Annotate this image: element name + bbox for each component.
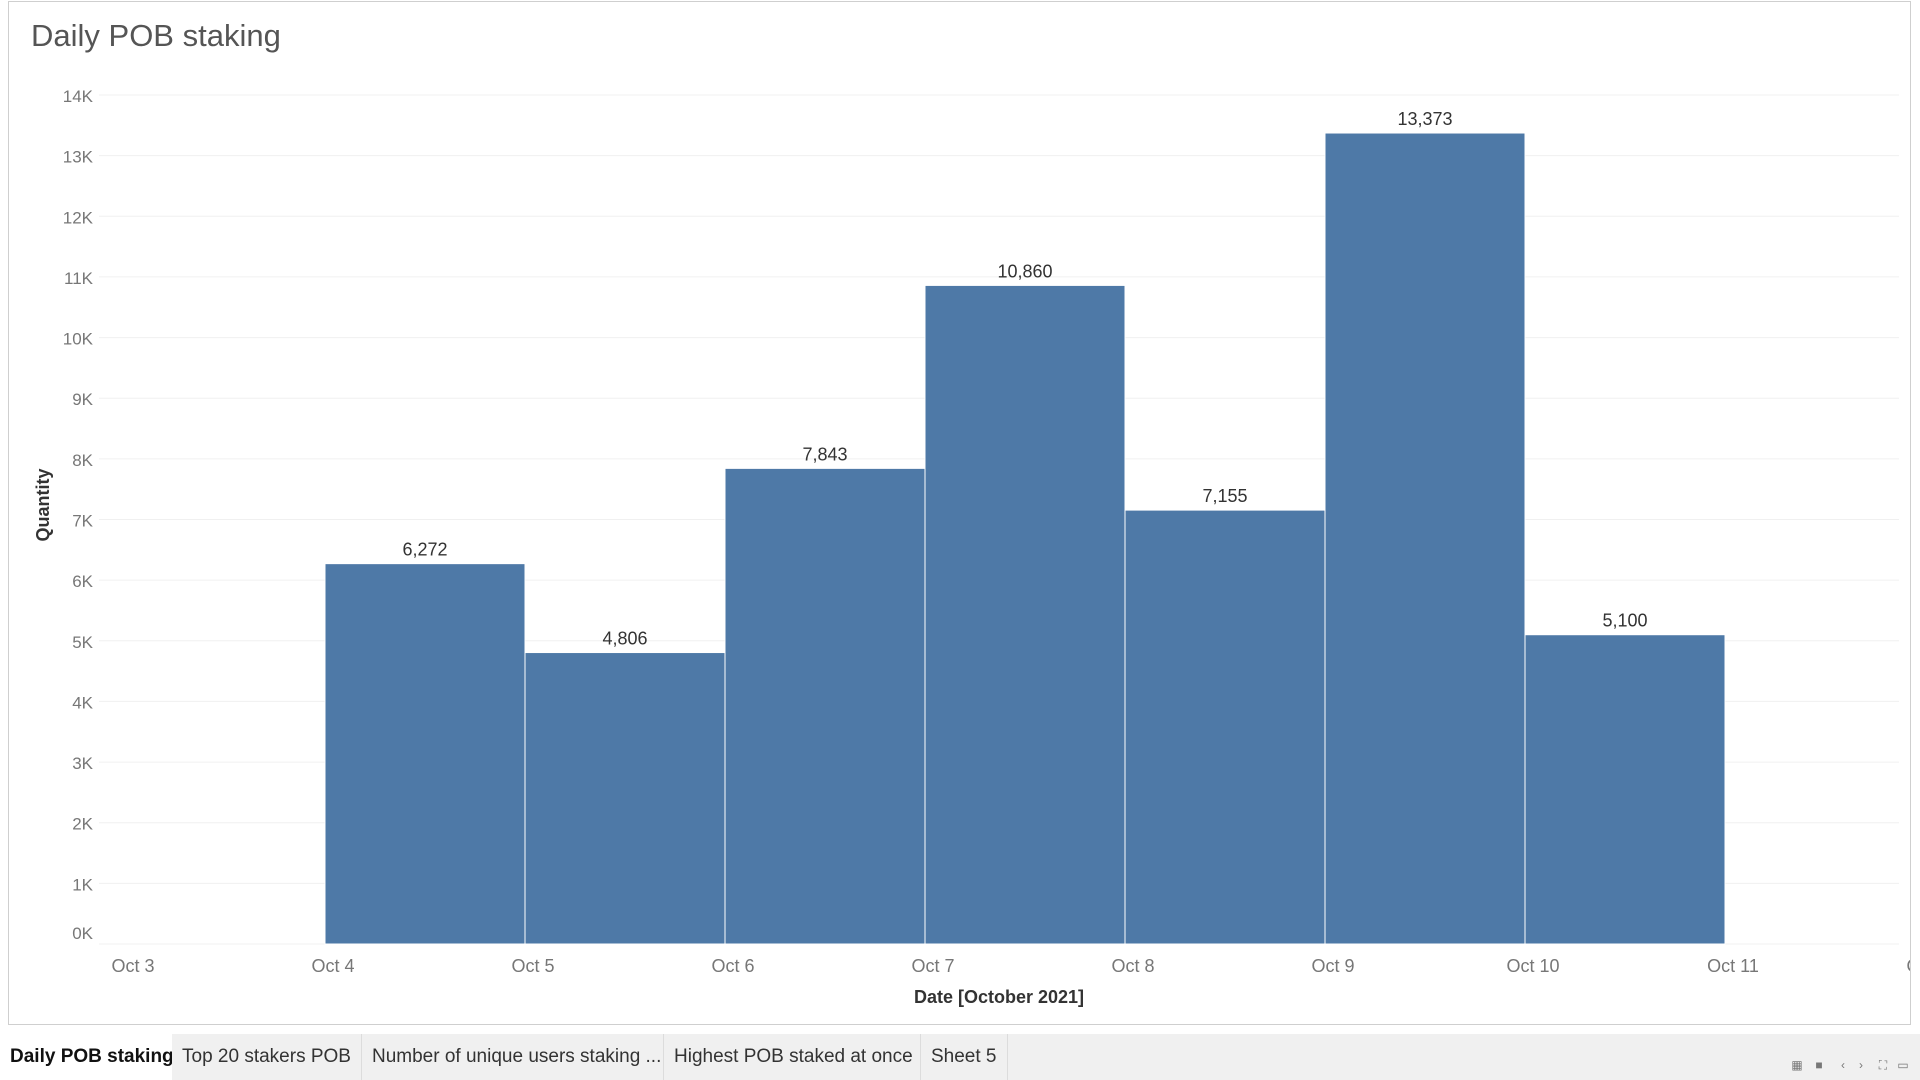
y-tick-label: 5K xyxy=(72,633,93,652)
x-tick-label: Oct 10 xyxy=(1506,956,1559,976)
y-tick-label: 3K xyxy=(72,754,93,773)
sheet-tab-bar xyxy=(0,1034,1920,1080)
sheet-title: Daily POB staking xyxy=(31,18,281,53)
tab-view-controls: ▦ ■ ‹ › ⛶ ▭ xyxy=(1790,1058,1914,1076)
bar xyxy=(1524,634,1726,945)
bar-data-label: 5,100 xyxy=(1602,611,1647,631)
x-tick-label: Oct 7 xyxy=(911,956,954,976)
y-tick-label: 12K xyxy=(63,208,94,227)
bar xyxy=(324,563,526,945)
x-tick-label: Oct 8 xyxy=(1111,956,1154,976)
y-tick-label: 10K xyxy=(63,330,94,349)
bar-data-label: 4,806 xyxy=(602,629,647,649)
bar-chart: 0K 1K 2K 3K 4K 5K 6K 7K 8K 9K 10K 11K 12K 13K 14K 6,272… xyxy=(33,87,1910,1007)
bar-data-label: 13,373 xyxy=(1397,109,1452,129)
y-tick-label: 9K xyxy=(72,390,93,409)
grid-view-icon[interactable]: ▦ xyxy=(1791,1058,1803,1072)
bar xyxy=(524,652,726,945)
y-tick-label: 14K xyxy=(63,87,94,106)
single-view-icon[interactable]: ■ xyxy=(1815,1058,1823,1072)
next-arrow-icon[interactable]: › xyxy=(1859,1058,1863,1072)
bar xyxy=(1124,509,1326,945)
sheet-tab[interactable]: Highest POB staked at once xyxy=(664,1034,921,1080)
y-tick-label: 11K xyxy=(64,269,94,288)
x-tick-label: Oct 12 xyxy=(1906,956,1910,976)
x-tick-label: Oct 6 xyxy=(711,956,754,976)
fullscreen-icon[interactable]: ⛶ xyxy=(1878,1058,1888,1072)
y-tick-label: 4K xyxy=(72,693,93,712)
sheet-tab[interactable]: Sheet 5 xyxy=(921,1034,1008,1080)
y-tick-label: 1K xyxy=(72,875,93,894)
y-tick-label: 7K xyxy=(72,512,93,531)
bar xyxy=(724,467,926,945)
bar xyxy=(924,284,1126,945)
y-tick-label: 6K xyxy=(72,572,93,591)
bar-data-label: 10,860 xyxy=(997,261,1052,281)
bar-data-label: 7,155 xyxy=(1202,486,1247,506)
bar-data-label: 7,843 xyxy=(802,444,847,464)
x-tick-label: Oct 11 xyxy=(1707,956,1759,976)
x-axis-title: Date [October 2021] xyxy=(914,987,1084,1007)
sheet-tab[interactable]: Number of unique users staking ... xyxy=(362,1034,664,1080)
prev-arrow-icon[interactable]: ‹ xyxy=(1841,1058,1845,1072)
y-tick-label: 13K xyxy=(63,148,94,167)
y-axis-title: Quantity xyxy=(33,468,53,541)
x-tick-label: Oct 3 xyxy=(111,956,154,976)
x-tick-label: Oct 4 xyxy=(311,956,354,976)
y-tick-label: 2K xyxy=(72,815,93,834)
bar-data-label: 6,272 xyxy=(402,540,447,560)
y-tick-label: 0K xyxy=(72,924,93,943)
y-tick-label: 8K xyxy=(72,451,93,470)
x-tick-label: Oct 5 xyxy=(511,956,554,976)
bar xyxy=(1324,132,1526,945)
sheet-tab[interactable]: Top 20 stakers POB xyxy=(172,1034,362,1080)
worksheet-frame: Daily POB staking 0K 1K 2K 3K 4K 5K 6K 7K 8K 9K 10… xyxy=(8,1,1911,1025)
x-tick-label: Oct 9 xyxy=(1311,956,1354,976)
present-icon[interactable]: ▭ xyxy=(1897,1058,1909,1072)
sheet-tab[interactable]: Daily POB staking xyxy=(0,1034,172,1080)
